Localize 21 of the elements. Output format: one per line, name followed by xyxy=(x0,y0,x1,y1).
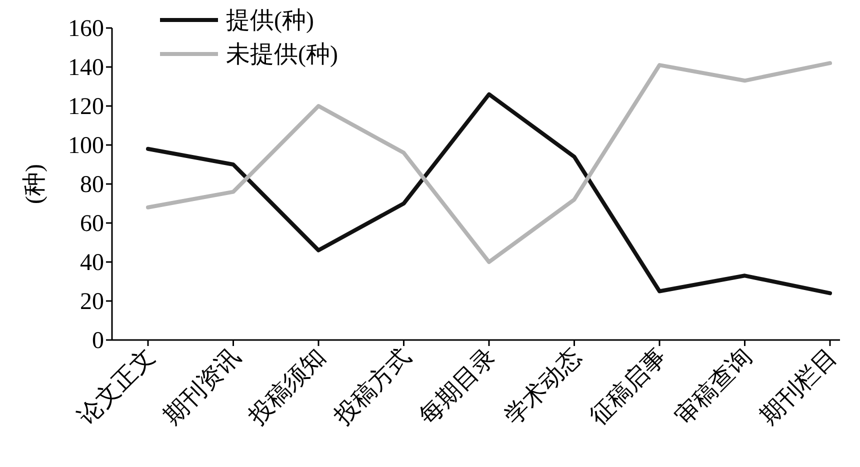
y-tick-label: 80 xyxy=(80,172,104,198)
y-tick-label: 140 xyxy=(68,55,104,81)
y-axis-title: (种) xyxy=(22,164,48,204)
x-tick-label: 审稿查询 xyxy=(670,343,757,430)
y-tick-label: 0 xyxy=(92,328,104,354)
x-tick-label: 投稿须知 xyxy=(243,343,331,431)
x-tick-label: 学术动态 xyxy=(500,344,586,430)
x-tick-label: 期刊资讯 xyxy=(159,344,246,430)
y-tick-label: 20 xyxy=(80,289,104,315)
x-tick-label: 征稿启事 xyxy=(584,343,672,430)
x-tick-label: 每期目录 xyxy=(414,344,502,430)
legend-label: 提供(种) xyxy=(226,8,314,34)
y-tick-label: 40 xyxy=(80,250,104,276)
y-tick-label: 160 xyxy=(68,16,104,42)
x-tick-label: 期刊栏目 xyxy=(756,344,842,430)
y-tick-label: 100 xyxy=(68,133,104,159)
x-tick-label: 投稿方式 xyxy=(328,343,416,431)
y-tick-label: 60 xyxy=(80,211,104,237)
y-tick-label: 120 xyxy=(68,94,104,120)
legend-label: 未提供(种) xyxy=(226,42,338,68)
line-series xyxy=(146,92,832,296)
